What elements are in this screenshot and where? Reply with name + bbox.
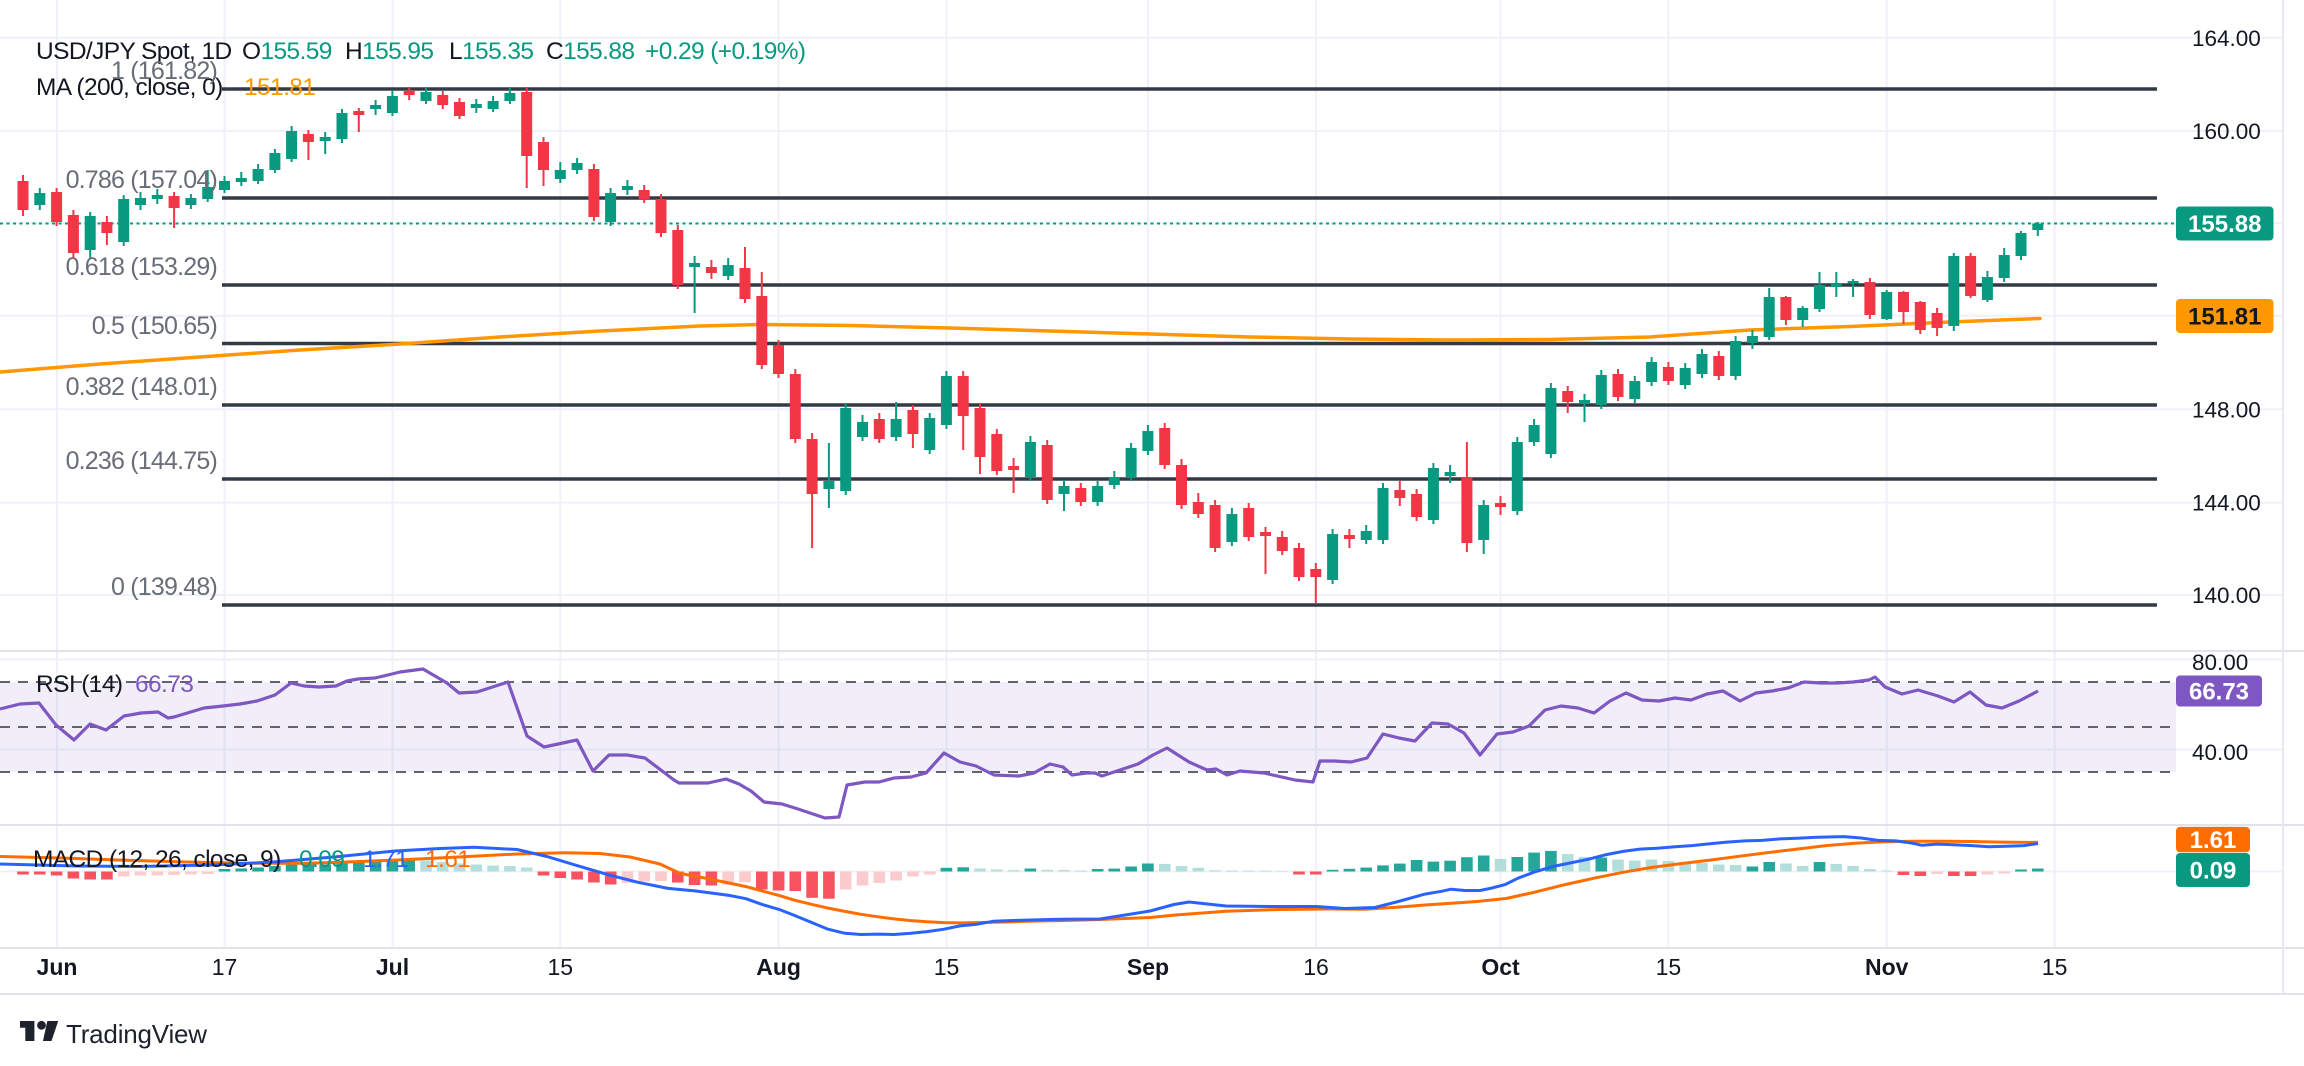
- svg-text:0.382 (148.01): 0.382 (148.01): [66, 373, 217, 401]
- svg-text:66.73: 66.73: [2189, 679, 2249, 706]
- svg-text:Jul: Jul: [376, 954, 409, 980]
- svg-text:Jun: Jun: [37, 954, 78, 980]
- svg-text:151.81: 151.81: [2188, 304, 2261, 331]
- svg-text:15: 15: [934, 954, 960, 980]
- svg-text:Oct: Oct: [1481, 954, 1520, 980]
- svg-text:MACD (12, 26, close, 9) 0.091.: MACD (12, 26, close, 9) 0.09 1.71 1.61: [33, 846, 470, 873]
- svg-text:MA (200, close, 0) 151.81: MA (200, close, 0) 151.81: [36, 74, 315, 101]
- svg-text:164.00: 164.00: [2192, 26, 2261, 51]
- svg-text:148.00: 148.00: [2192, 397, 2261, 422]
- svg-text:15: 15: [2042, 954, 2068, 980]
- svg-text:144.00: 144.00: [2192, 491, 2261, 516]
- svg-text:1 (161.82): 1 (161.82): [111, 57, 217, 85]
- svg-text:RSI (14) 66.73: RSI (14) 66.73: [36, 671, 193, 698]
- svg-text:0.786 (157.04): 0.786 (157.04): [66, 166, 217, 194]
- svg-text:Aug: Aug: [756, 954, 801, 980]
- svg-text:Nov: Nov: [1865, 954, 1909, 980]
- svg-text:TradingView: TradingView: [66, 1019, 207, 1049]
- svg-text:15: 15: [1656, 954, 1682, 980]
- svg-text:0 (139.48): 0 (139.48): [111, 573, 217, 601]
- svg-text:40.00: 40.00: [2192, 740, 2248, 765]
- svg-text:0.236 (144.75): 0.236 (144.75): [66, 447, 217, 475]
- svg-text:17: 17: [212, 954, 238, 980]
- svg-text:Sep: Sep: [1127, 954, 1169, 980]
- svg-text:140.00: 140.00: [2192, 583, 2261, 608]
- svg-text:1.61: 1.61: [2190, 827, 2237, 854]
- svg-text:160.00: 160.00: [2192, 119, 2261, 144]
- svg-text:80.00: 80.00: [2192, 650, 2248, 675]
- svg-text:0.5 (150.65): 0.5 (150.65): [92, 312, 217, 340]
- svg-text:16: 16: [1303, 954, 1329, 980]
- svg-text:15: 15: [548, 954, 574, 980]
- svg-text:0.618 (153.29): 0.618 (153.29): [66, 253, 217, 281]
- svg-text:155.88: 155.88: [2188, 211, 2261, 238]
- svg-text:0.09: 0.09: [2190, 858, 2237, 885]
